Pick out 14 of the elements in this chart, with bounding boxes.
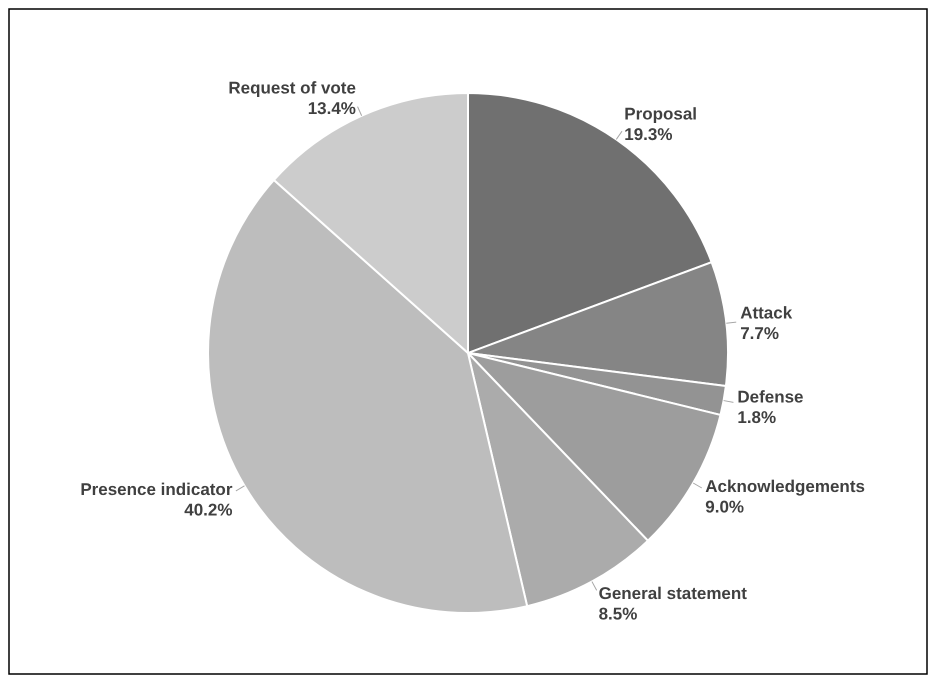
slice-label: General statement xyxy=(598,584,748,603)
data-label: 13.4% xyxy=(308,99,356,118)
data-label: 40.2% xyxy=(184,500,232,520)
data-label: 9.0% xyxy=(705,497,744,516)
slice-label: Defense xyxy=(737,388,804,407)
data-label: 19.3% xyxy=(624,124,672,144)
data-label: 1.8% xyxy=(737,408,776,427)
data-label: 8.5% xyxy=(598,604,638,624)
data-label: 7.7% xyxy=(740,324,779,344)
slice-label: Request of vote xyxy=(228,78,356,98)
slice-label: Acknowledgements xyxy=(705,477,865,496)
slice-label: Attack xyxy=(740,304,793,323)
slice-label: Presence indicator xyxy=(80,480,233,500)
slice-label: Proposal xyxy=(624,104,698,124)
